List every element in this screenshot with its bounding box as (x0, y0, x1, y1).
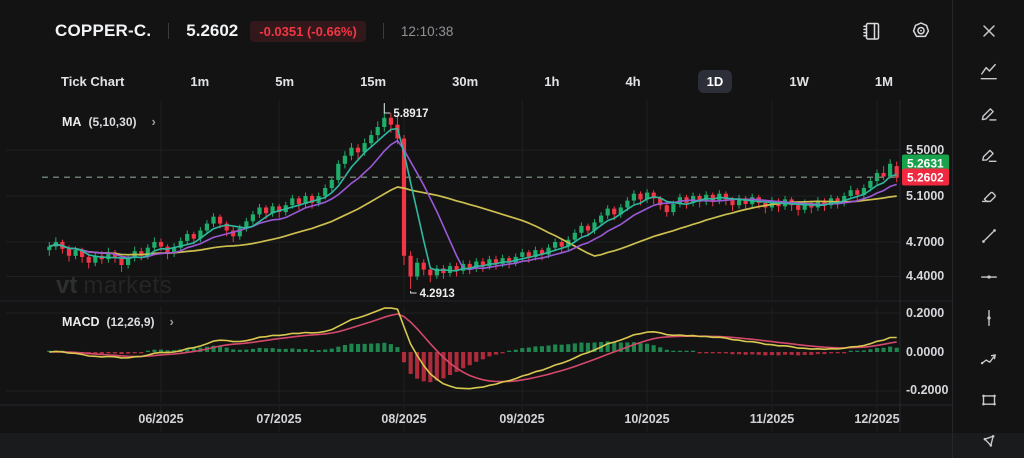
tab-1m[interactable]: 1m (190, 73, 210, 89)
bottom-bar (0, 433, 1024, 458)
time-axis-label: 06/2025 (138, 412, 184, 426)
price-axis-label: 5.5000 (906, 143, 945, 157)
svg-text:5.8917: 5.8917 (393, 108, 428, 120)
tab-1h[interactable]: 1h (544, 73, 560, 89)
marker-icon[interactable] (975, 140, 1002, 167)
settings-gear-icon[interactable] (908, 18, 934, 44)
time-axis-label: 11/2025 (749, 412, 795, 426)
header-divider (382, 23, 384, 39)
orderbook-icon[interactable] (858, 18, 884, 44)
tab-1w[interactable]: 1W (789, 73, 809, 89)
chart-canvas[interactable]: 5.8917 4.2913 (0, 0, 952, 458)
time-axis-label: 08/2025 (381, 412, 427, 426)
tab-30m[interactable]: 30m (452, 73, 479, 89)
tab-5m[interactable]: 5m (275, 73, 295, 89)
horizontal-line-icon[interactable] (975, 263, 1002, 290)
last-price: 5.2602 (186, 21, 239, 40)
macd-params: (12,26,9) (106, 315, 155, 329)
macd-axis-label: 0.2000 (906, 306, 945, 320)
ma-params: (5,10,30) (88, 115, 137, 129)
timeframe-tabs: Tick Chart 1m 5m 15m 30m 1h 4h 1D 1W 1M (0, 62, 952, 100)
macd-label: MACD (62, 315, 100, 329)
expand-chevron-icon[interactable]: › (151, 114, 156, 129)
tab-15m[interactable]: 15m (360, 73, 387, 89)
header: COPPER-C. 5.2602 -0.0351 (-0.66%) 12:10:… (0, 0, 952, 62)
tab-1m-month[interactable]: 1M (874, 73, 893, 89)
pencil-icon[interactable] (975, 99, 1002, 126)
price-axis-label: 4.7000 (906, 235, 945, 249)
ma-label: MA (62, 115, 82, 129)
macd-indicator-legend[interactable]: MACD (12,26,9) › (62, 314, 174, 329)
price-axis-label: 5.1000 (906, 189, 945, 203)
trend-line-icon[interactable] (975, 222, 1002, 249)
polygon-icon[interactable] (975, 427, 1002, 454)
time-axis-label: 10/2025 (624, 412, 670, 426)
header-divider (168, 23, 170, 39)
price-change-badge: -0.0351 (-0.66%) (250, 20, 366, 42)
last-price-badge: 5.2602 (902, 168, 949, 186)
macd-axis-label: -0.2000 (906, 383, 949, 397)
svg-text:4.2913: 4.2913 (420, 288, 455, 300)
close-icon[interactable] (975, 17, 1002, 44)
price-axis-label: 4.4000 (906, 269, 945, 283)
time-axis-label: 07/2025 (256, 412, 302, 426)
wave-arrow-icon[interactable] (975, 345, 1002, 372)
ask-price-badge: 5.2631 (902, 154, 949, 172)
rectangle-icon[interactable] (975, 386, 1002, 413)
expand-chevron-icon[interactable]: › (169, 314, 174, 329)
time-axis-label: 09/2025 (499, 412, 545, 426)
time-axis-label: 12/2025 (854, 412, 900, 426)
indicators-icon[interactable] (975, 58, 1002, 85)
ma-indicator-legend[interactable]: MA (5,10,30) › (62, 114, 156, 129)
tab-1d[interactable]: 1D (697, 69, 733, 93)
tab-tick-chart[interactable]: Tick Chart (61, 73, 125, 89)
vt-markets-watermark: vt markets (56, 272, 173, 299)
eraser-icon[interactable] (975, 181, 1002, 208)
macd-axis-label: 0.0000 (906, 345, 945, 359)
tab-4h[interactable]: 4h (625, 73, 641, 89)
vertical-line-icon[interactable] (975, 304, 1002, 331)
drawing-toolbar (952, 0, 1024, 458)
server-time: 12:10:38 (400, 23, 454, 39)
symbol-name: COPPER-C. (55, 21, 152, 40)
